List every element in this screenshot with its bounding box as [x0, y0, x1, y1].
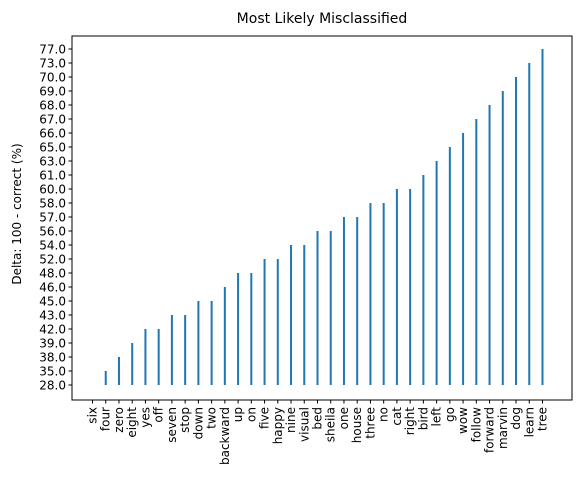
bar-nine [290, 245, 293, 385]
y-tick-label: 52.0 [39, 253, 66, 267]
bar-dog [515, 77, 518, 385]
x-tick-label-no: no [377, 407, 391, 422]
bar-five [263, 259, 266, 385]
bar-zero [117, 357, 120, 385]
x-tick-label-stop: stop [178, 407, 192, 433]
bar-happy [276, 259, 279, 385]
x-tick-label-four: four [99, 407, 113, 431]
y-tick-label: 42.0 [39, 323, 66, 337]
bar-right [409, 189, 412, 385]
bar-left [435, 161, 438, 385]
x-tick-label-happy: happy [271, 407, 285, 444]
y-tick-label: 35.0 [39, 365, 66, 379]
x-tick-label-learn: learn [522, 407, 536, 437]
y-tick-label: 69.0 [39, 85, 66, 99]
bar-wow [462, 133, 465, 385]
y-tick-label: 60.0 [39, 183, 66, 197]
chart-title: Most Likely Misclassified [237, 11, 408, 27]
y-tick-label: 58.0 [39, 197, 66, 211]
x-tick-label-house: house [350, 407, 364, 443]
bar-three [369, 203, 372, 385]
x-tick-label-dog: dog [509, 407, 523, 430]
x-tick-label-six: six [86, 407, 100, 424]
y-tick-label: 28.0 [39, 379, 66, 393]
y-tick-label: 73.0 [39, 57, 66, 71]
y-tick-label: 63.0 [39, 155, 66, 169]
y-tick-label: 38.0 [39, 351, 66, 365]
x-tick-label-three: three [363, 407, 377, 439]
bar-bed [316, 231, 319, 385]
x-tick-label-bed: bed [310, 407, 324, 430]
bar-off [157, 329, 160, 385]
bar-marvin [501, 91, 504, 385]
x-tick-label-sheila: sheila [324, 407, 338, 442]
x-tick-label-cat: cat [390, 407, 404, 426]
bar-house [356, 217, 359, 385]
x-tick-label-marvin: marvin [496, 407, 510, 449]
x-tick-label-up: up [231, 407, 245, 422]
x-tick-label-tree: tree [535, 407, 549, 431]
plot-area: 28.035.038.039.042.043.045.046.048.052.0… [39, 43, 549, 466]
bar-cat [395, 189, 398, 385]
y-tick-label: 57.0 [39, 211, 66, 225]
bar-up [237, 273, 240, 385]
y-tick-label: 39.0 [39, 337, 66, 351]
x-tick-label-right: right [403, 407, 417, 435]
bar-no [382, 203, 385, 385]
y-tick-label: 56.0 [39, 225, 66, 239]
bar-visual [303, 245, 306, 385]
y-tick-label: 77.0 [39, 43, 66, 57]
bar-down [197, 301, 200, 385]
bar-stop [184, 315, 187, 385]
x-tick-label-eight: eight [125, 407, 139, 438]
y-tick-label: 48.0 [39, 267, 66, 281]
bar-backward [223, 287, 226, 385]
bar-follow [475, 119, 478, 385]
bar-bird [422, 175, 425, 385]
x-tick-label-zero: zero [112, 407, 126, 433]
bar-one [342, 217, 345, 385]
x-tick-label-nine: nine [284, 407, 298, 433]
x-tick-label-forward: forward [483, 407, 497, 453]
y-tick-label: 54.0 [39, 239, 66, 253]
bar-tree [541, 49, 544, 385]
x-tick-label-two: two [205, 407, 219, 429]
y-axis-label: Delta: 100 - correct (%) [10, 143, 24, 284]
y-tick-label: 67.0 [39, 113, 66, 127]
x-tick-label-bird: bird [416, 407, 430, 430]
bar-forward [488, 105, 491, 385]
bar-learn [528, 63, 531, 385]
y-tick-label: 70.0 [39, 71, 66, 85]
x-tick-label-seven: seven [165, 407, 179, 443]
bar-on [250, 273, 253, 385]
bar-four [104, 371, 107, 385]
x-tick-label-follow: follow [469, 407, 483, 443]
bar-go [448, 147, 451, 385]
y-tick-label: 68.0 [39, 99, 66, 113]
bar-two [210, 301, 213, 385]
x-tick-label-visual: visual [297, 407, 311, 442]
bar-eight [131, 343, 134, 385]
x-tick-label-on: on [244, 407, 258, 422]
x-tick-label-yes: yes [138, 407, 152, 428]
bar-seven [170, 315, 173, 385]
x-tick-label-one: one [337, 407, 351, 429]
x-tick-label-down: down [191, 407, 205, 439]
y-tick-label: 45.0 [39, 295, 66, 309]
y-tick-label: 46.0 [39, 281, 66, 295]
x-tick-label-left: left [430, 407, 444, 427]
bar-sheila [329, 231, 332, 385]
x-tick-label-go: go [443, 407, 457, 422]
plot-frame [71, 35, 573, 401]
y-tick-label: 65.0 [39, 141, 66, 155]
y-tick-label: 66.0 [39, 127, 66, 141]
x-tick-label-off: off [152, 406, 166, 422]
x-tick-label-five: five [258, 407, 272, 429]
bar-yes [144, 329, 147, 385]
x-tick-label-wow: wow [456, 407, 470, 434]
y-tick-label: 61.0 [39, 169, 66, 183]
x-tick-label-backward: backward [218, 407, 232, 465]
y-tick-label: 43.0 [39, 309, 66, 323]
